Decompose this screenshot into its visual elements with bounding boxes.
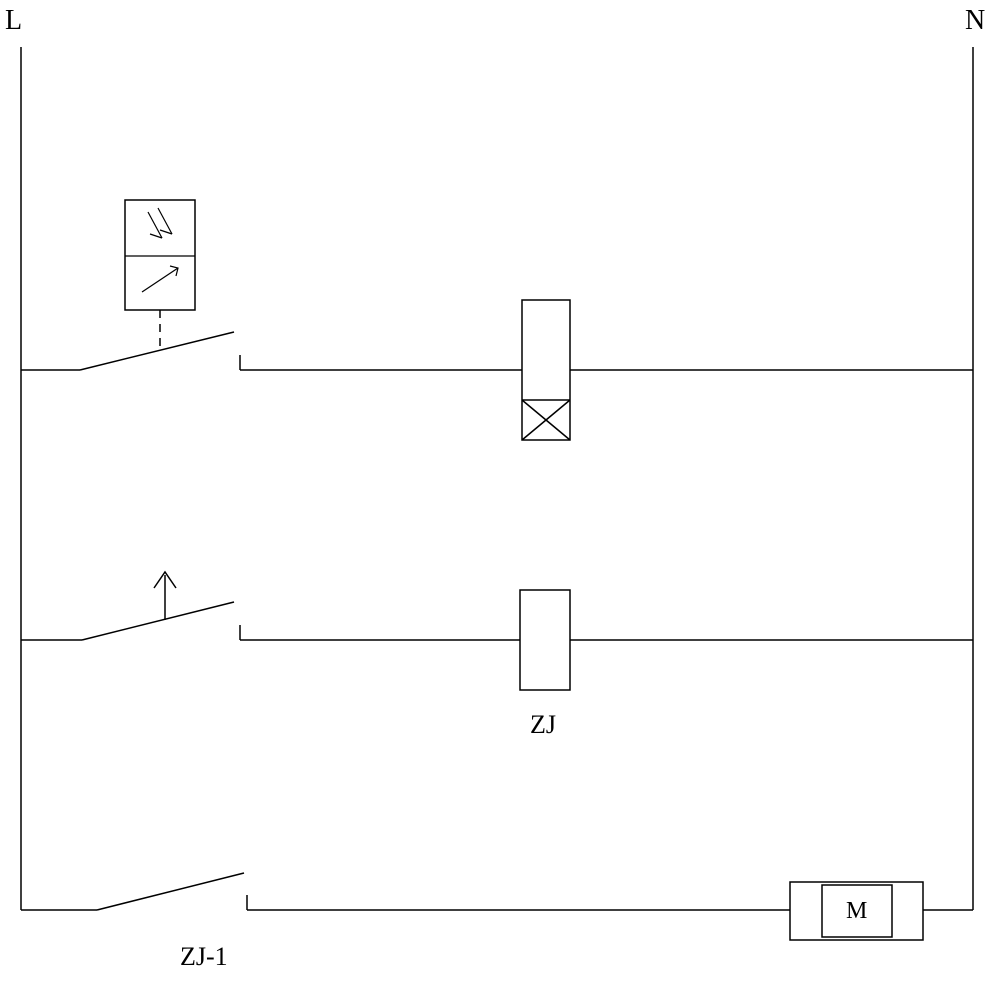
sensor-arrow-shaft <box>142 268 178 292</box>
label-n: N <box>965 5 985 37</box>
label-zj1: ZJ-1 <box>180 942 228 972</box>
sensor-box <box>125 200 195 310</box>
switch1-arm <box>80 332 234 370</box>
circuit-diagram <box>0 0 1000 998</box>
switch2-arm <box>82 602 234 640</box>
label-zj: ZJ <box>530 710 556 740</box>
label-m: M <box>846 898 867 925</box>
switch3-arm <box>97 873 244 910</box>
label-l: L <box>5 5 22 37</box>
indicator-body <box>522 300 570 440</box>
relay-coil-zj <box>520 590 570 690</box>
